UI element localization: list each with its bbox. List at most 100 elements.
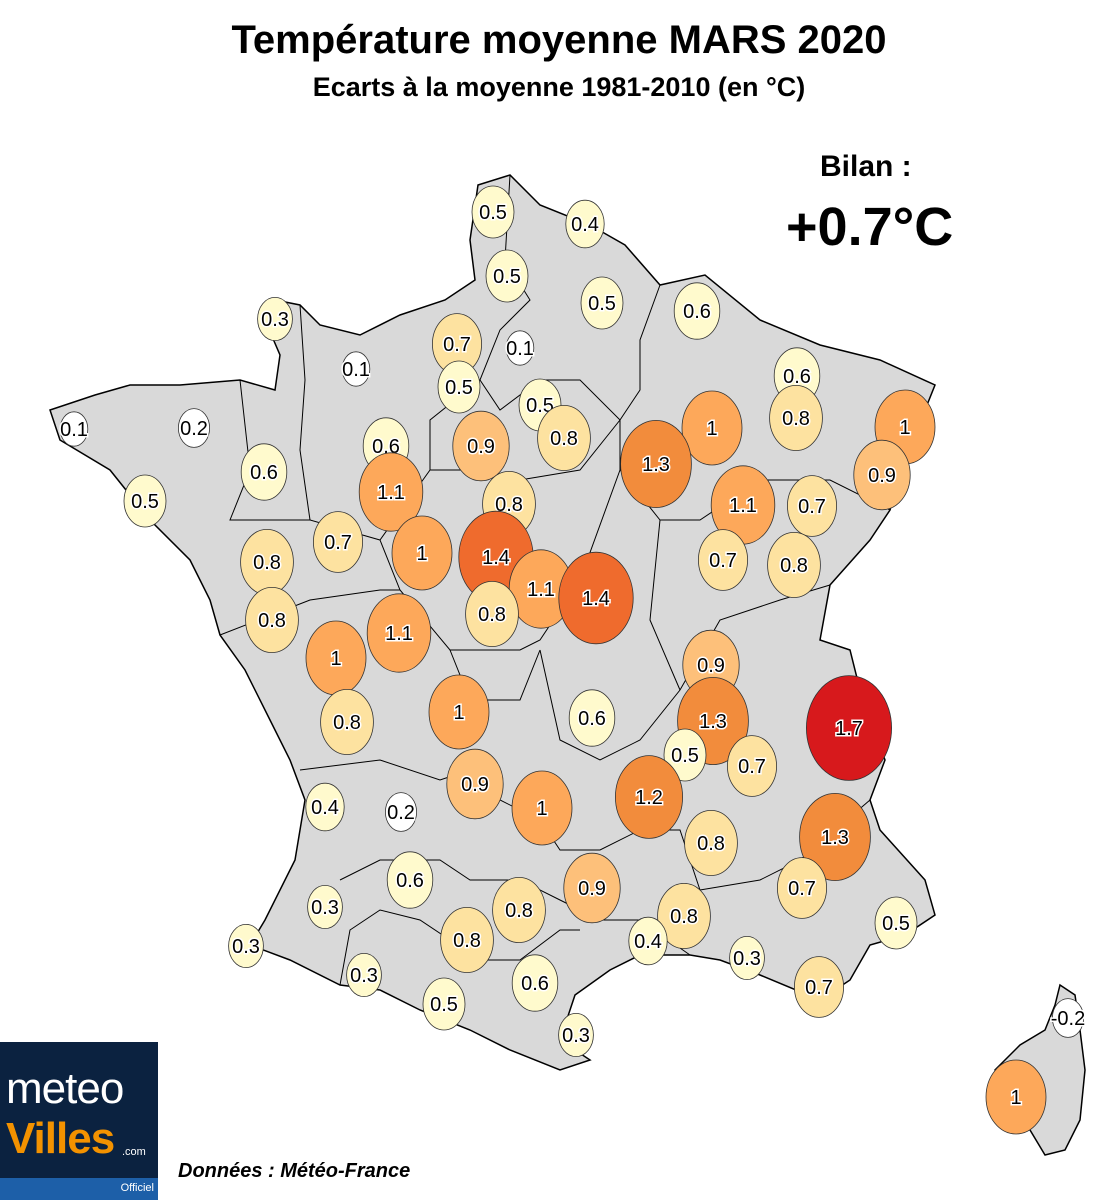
station-value: 0.9 (461, 774, 489, 796)
bilan-label: Bilan : (820, 150, 912, 183)
station-bubble (620, 419, 692, 508)
station-value: 1.1 (377, 482, 405, 504)
station-value: 0.4 (311, 797, 339, 819)
station-bubble (729, 936, 765, 981)
station-marker: 0.8 (492, 877, 546, 944)
station-marker: 0.8 (245, 587, 299, 654)
station-marker: 0.2 (177, 408, 210, 448)
station-marker: 0.3 (346, 953, 382, 998)
station-value: 1.3 (821, 827, 849, 849)
region-borders (219, 174, 891, 986)
station-value: 0.3 (232, 936, 260, 958)
station-value: 1.1 (729, 495, 757, 517)
station-bubble (240, 443, 288, 501)
station-marker: 0.8 (320, 689, 374, 756)
station-value: 0.1 (60, 419, 88, 441)
station-marker: 0.6 (673, 282, 721, 340)
station-value: 0.7 (324, 532, 352, 554)
station-value: 0.5 (526, 395, 554, 417)
station-value: 1.1 (385, 623, 413, 645)
station-value: 0.8 (782, 408, 810, 430)
station-bubble (684, 810, 738, 877)
data-source: Données : Météo-France (178, 1160, 411, 1182)
station-marker: 1 (428, 674, 490, 750)
station-value: 0.4 (634, 931, 662, 953)
station-bubble (1052, 998, 1085, 1038)
station-bubble (123, 474, 167, 528)
logo-text-villes: Villes (6, 1114, 115, 1163)
station-marker: 0.9 (446, 748, 504, 820)
station-bubble (358, 452, 424, 532)
station-marker: 0.6 (568, 689, 616, 747)
station-bubble (305, 782, 345, 832)
station-bubble (794, 956, 845, 1018)
station-value: 0.5 (588, 293, 616, 315)
station-value: 0.8 (453, 930, 481, 952)
station-bubble (787, 475, 838, 537)
station-marker: 0.5 (485, 249, 529, 303)
bilan-value: +0.7°C (786, 197, 954, 257)
station-value: 0.8 (495, 494, 523, 516)
station-value: 0.9 (697, 655, 725, 677)
station-bubble (727, 735, 778, 797)
logo-text-com: .com (122, 1146, 146, 1158)
station-bubble (341, 351, 371, 387)
station-bubble (485, 249, 529, 303)
station-marker: 0.3 (729, 936, 765, 981)
station-bubble (59, 411, 89, 447)
station-value: 1.4 (582, 588, 610, 610)
station-bubble (558, 551, 634, 645)
station-marker: 0.5 (580, 276, 624, 330)
station-value: 0.9 (467, 436, 495, 458)
station-bubble (511, 770, 573, 846)
station-bubble (366, 593, 432, 673)
station-marker: 0.7 (727, 735, 778, 797)
station-value: 0.5 (445, 377, 473, 399)
station-bubble (580, 276, 624, 330)
station-bubble (428, 674, 490, 750)
logo-badge-text: Officiel (120, 1182, 154, 1194)
station-marker: 0.9 (452, 410, 510, 482)
station-bubble (384, 792, 417, 832)
station-value: 1 (706, 418, 717, 440)
station-value: 0.6 (250, 462, 278, 484)
station-value: 0.7 (738, 756, 766, 778)
station-marker: 0.3 (558, 1013, 594, 1058)
station-value: 0.8 (253, 552, 281, 574)
station-value: 0.5 (493, 266, 521, 288)
station-marker: 0.8 (537, 404, 591, 471)
station-value: 0.9 (578, 878, 606, 900)
station-marker: 0.8 (684, 810, 738, 877)
station-marker: 0.8 (465, 581, 519, 648)
station-bubble (853, 439, 911, 511)
station-value: 0.7 (798, 496, 826, 518)
meteovilles-logo[interactable]: meteo Villes .com Officiel (0, 1042, 158, 1200)
station-marker: 0.5 (437, 360, 481, 414)
station-value: 0.6 (396, 870, 424, 892)
station-marker: 0.7 (431, 313, 482, 375)
station-marker: 0.1 (341, 351, 371, 387)
station-value: 1 (536, 798, 547, 820)
station-value: 0.7 (709, 550, 737, 572)
station-bubble (628, 916, 668, 966)
station-value: 1.4 (482, 547, 510, 569)
station-value: 0.6 (783, 366, 811, 388)
station-bubble (471, 185, 515, 239)
station-value: -0.2 (1051, 1008, 1085, 1030)
station-marker: 1.1 (366, 593, 432, 673)
station-value: 0.3 (261, 309, 289, 331)
station-marker: 1.1 (710, 465, 776, 545)
station-value: 1 (899, 417, 910, 439)
station-marker: 0.7 (787, 475, 838, 537)
station-marker: 0.8 (769, 384, 823, 451)
station-marker: 0.6 (240, 443, 288, 501)
station-marker: -0.2 (1049, 998, 1087, 1038)
station-value: 1 (416, 543, 427, 565)
station-value: 1.3 (699, 711, 727, 733)
station-bubble (767, 532, 821, 599)
station-value: 0.8 (780, 555, 808, 577)
station-marker: 1 (681, 390, 743, 466)
station-marker: 0.5 (471, 185, 515, 239)
station-bubble (874, 896, 918, 950)
